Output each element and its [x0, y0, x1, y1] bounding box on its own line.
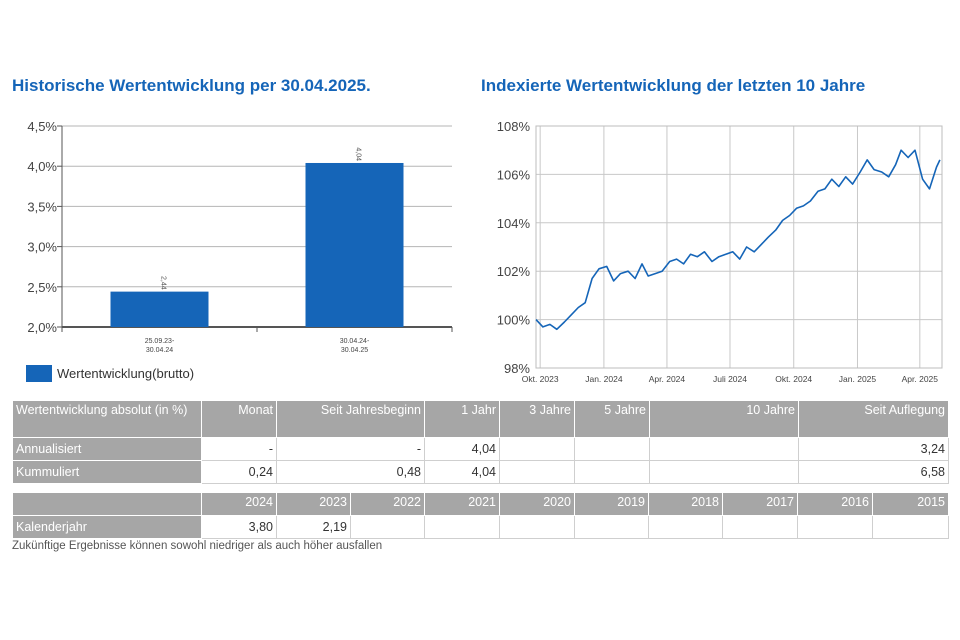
row-label-kummuliert: Kummuliert	[12, 460, 202, 484]
year-header: 2024	[201, 492, 277, 516]
legend-swatch	[26, 365, 52, 382]
table-cell	[574, 515, 649, 539]
year-header: 2019	[574, 492, 649, 516]
table-cell: 4,04	[424, 437, 500, 461]
bar-value-label: 2,44	[160, 276, 167, 290]
table-cell: 2,19	[276, 515, 351, 539]
perf-header-ytd: Seit Jahresbeginn	[276, 400, 425, 438]
row-label-annualisiert: Annualisiert	[12, 437, 202, 461]
table-cell	[574, 460, 650, 484]
y-tick-label: 3,0%	[27, 240, 57, 255]
year-header: 2016	[797, 492, 873, 516]
table-cell: 0,24	[201, 460, 277, 484]
table-cell	[648, 515, 723, 539]
year-header-label	[12, 492, 202, 516]
table-row: Annualisiert - - 4,04 3,24	[12, 437, 949, 461]
bar-chart-legend: Wertentwicklung(brutto)	[26, 365, 194, 382]
table-cell	[649, 437, 799, 461]
table-cell	[872, 515, 949, 539]
year-header: 2015	[872, 492, 949, 516]
line-chart: 98% 100% 102% 104% 106% 108% Okt. 2023 Jan. 202…	[497, 119, 943, 384]
perf-header-label: Wertentwicklung absolut (in %)	[12, 400, 202, 438]
y-tick-label: 4,0%	[27, 159, 57, 174]
table-cell: 0,48	[276, 460, 425, 484]
perf-header-inception: Seit Auflegung	[798, 400, 949, 438]
y-tick-label: 98%	[504, 361, 530, 376]
x-tick-label: 30.04.24-	[340, 338, 370, 345]
table-cell: -	[201, 437, 277, 461]
perf-header-10y: 10 Jahre	[649, 400, 799, 438]
table-row: Kalenderjahr 3,80 2,19	[12, 515, 949, 539]
table-cell: 4,04	[424, 460, 500, 484]
x-tick-label: 30.04.24	[146, 347, 173, 354]
table-row: Kummuliert 0,24 0,48 4,04 6,58	[12, 460, 949, 484]
table-cell	[424, 515, 500, 539]
plot-frame	[535, 125, 943, 369]
table-cell	[797, 515, 873, 539]
perf-header-3y: 3 Jahre	[499, 400, 575, 438]
calendar-year-table: 2024 2023 2022 2021 2020 2019 2018 2017 …	[12, 492, 949, 539]
table-cell: 3,80	[201, 515, 277, 539]
bar-chart: 2,0% 2,5% 3,0% 3,5% 4,0% 4,5% 2,44 25.09.23- 30.…	[27, 119, 453, 354]
table-cell	[499, 460, 575, 484]
table-cell: -	[276, 437, 425, 461]
y-tick-label: 102%	[497, 264, 531, 279]
row-label-kalenderjahr: Kalenderjahr	[12, 515, 202, 539]
table-cell	[649, 460, 799, 484]
y-tick-label: 3,5%	[27, 199, 57, 214]
perf-header-5y: 5 Jahre	[574, 400, 650, 438]
x-tick-label: Apr. 2024	[649, 374, 686, 384]
y-tick-label: 100%	[497, 313, 531, 328]
legend-label: Wertentwicklung(brutto)	[57, 366, 195, 381]
x-tick-label: Okt. 2023	[522, 374, 559, 384]
year-header: 2017	[722, 492, 798, 516]
y-tick-label: 2,5%	[27, 280, 57, 295]
y-tick-label: 104%	[497, 216, 531, 231]
year-header: 2021	[424, 492, 500, 516]
table-cell: 3,24	[798, 437, 949, 461]
x-tick-label: Juli 2024	[713, 374, 747, 384]
y-tick-label: 2,0%	[27, 320, 57, 335]
series-line	[535, 149, 941, 331]
year-header: 2018	[648, 492, 723, 516]
x-tick-label: Apr. 2025	[902, 374, 939, 384]
year-header: 2020	[499, 492, 575, 516]
line-chart-title: Indexierte Wertentwicklung der letzten 1…	[481, 76, 866, 95]
x-tick-label: Jan. 2025	[839, 374, 877, 384]
bar-value-label: 4,04	[355, 147, 362, 161]
bar	[305, 162, 404, 327]
perf-header-monat: Monat	[201, 400, 277, 438]
bar	[110, 291, 209, 327]
x-tick-label: 30.04.25	[341, 347, 368, 354]
year-header: 2022	[350, 492, 425, 516]
x-tick-label: 25.09.23-	[145, 338, 175, 345]
y-tick-label: 4,5%	[27, 119, 57, 134]
y-tick-label: 108%	[497, 119, 531, 134]
table-cell	[350, 515, 425, 539]
table-cell	[499, 437, 575, 461]
table-cell	[574, 437, 650, 461]
perf-header-1y: 1 Jahr	[424, 400, 500, 438]
performance-table: Wertentwicklung absolut (in %) Monat Sei…	[12, 400, 949, 484]
footnote: Zukünftige Ergebnisse können sowohl nied…	[12, 540, 383, 552]
table-cell: 6,58	[798, 460, 949, 484]
y-tick-label: 106%	[497, 167, 531, 182]
x-tick-label: Jan. 2024	[585, 374, 623, 384]
year-header: 2023	[276, 492, 351, 516]
table-cell	[722, 515, 798, 539]
x-tick-label: Okt. 2024	[775, 374, 812, 384]
bar-chart-title: Historische Wertentwicklung per 30.04.20…	[12, 76, 371, 95]
table-cell	[499, 515, 575, 539]
